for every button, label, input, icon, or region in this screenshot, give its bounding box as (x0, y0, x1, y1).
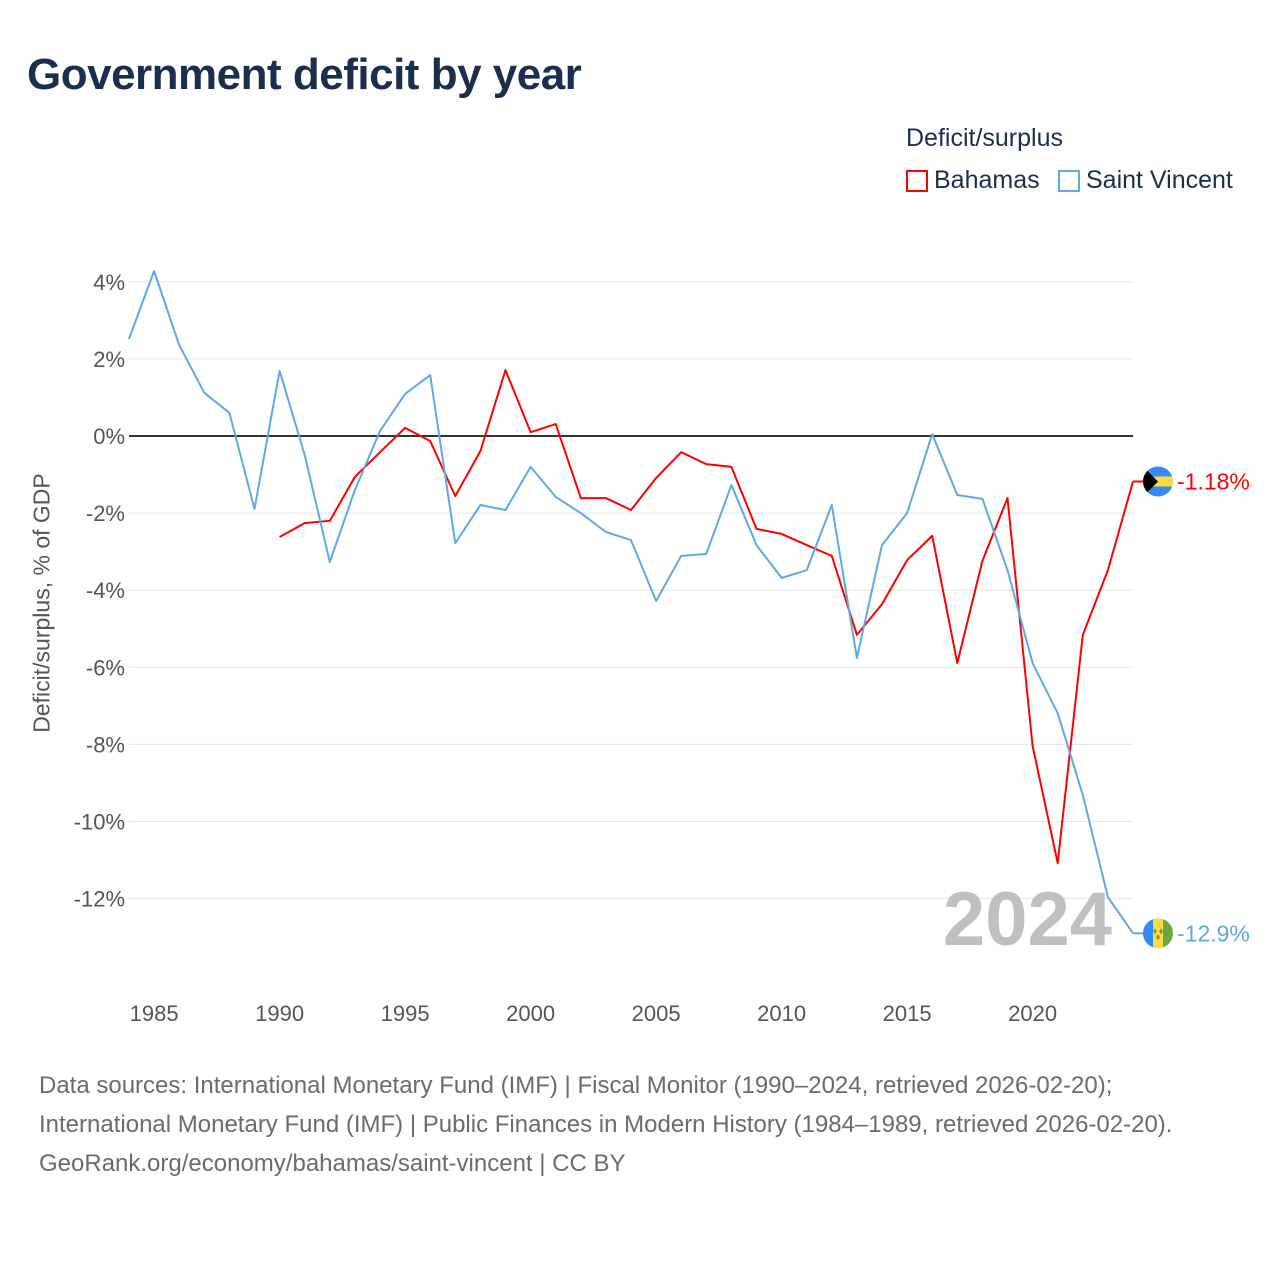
flag-diamond (1153, 928, 1157, 935)
x-tick-label: 1995 (381, 1001, 430, 1026)
legend-title: Deficit/surplus (906, 124, 1063, 152)
flag-diamond (1159, 928, 1163, 935)
y-tick-label: 4% (93, 270, 125, 295)
x-tick-label: 2015 (883, 1001, 932, 1026)
flag-body (1143, 466, 1173, 497)
y-tick-label: -2% (86, 501, 125, 526)
footer: Data sources: International Monetary Fun… (39, 1066, 1239, 1183)
flag-diamond (1156, 934, 1160, 941)
flag-triangle (1143, 466, 1158, 497)
gridlines (129, 281, 1133, 900)
y-tick-label: -4% (86, 578, 125, 603)
y-tick-label: -10% (74, 810, 125, 835)
x-axis-ticks: 1985 1990 1995 2000 2005 2010 2015 2020 (130, 1001, 1057, 1026)
series-line-saint-vincent (128, 270, 1134, 934)
legend-label: Saint Vincent (1086, 166, 1233, 194)
data-sources: Data sources: International Monetary Fun… (39, 1072, 1173, 1138)
legend-item-saint-vincent[interactable]: Saint Vincent (1058, 166, 1233, 195)
x-tick-label: 2005 (632, 1001, 681, 1026)
year-watermark: 2024 (943, 877, 1112, 962)
legend-swatch-bahamas (906, 169, 928, 192)
saint-vincent-flag-icon (1143, 918, 1173, 949)
legend-swatch-saint-vincent (1058, 169, 1080, 192)
x-tick-label: 2020 (1008, 1001, 1057, 1026)
y-tick-label: -6% (86, 655, 125, 680)
x-tick-label: 2010 (757, 1001, 806, 1026)
series-line-bahamas (279, 369, 1134, 865)
x-tick-label: 1990 (255, 1001, 304, 1026)
end-value-label: -1.18% (1177, 468, 1250, 494)
flag-stripe (1163, 918, 1173, 949)
legend-label: Bahamas (934, 166, 1040, 194)
y-tick-label: -8% (86, 732, 125, 757)
y-axis-label: Deficit/surplus, % of GDP (28, 473, 55, 733)
credit-link[interactable]: GeoRank.org/economy/bahamas/saint-vincen… (39, 1150, 626, 1177)
line-chart: 4% 2% 0% -2% -4% -6% -8% -10% -12% 1985 1990 1995 2… (74, 270, 1250, 1026)
y-tick-label: 2% (93, 347, 125, 372)
bahamas-flag-icon (1143, 466, 1173, 497)
series-lines (128, 270, 1134, 934)
y-tick-label: -12% (74, 887, 125, 912)
flag-body (1143, 918, 1173, 949)
y-axis-ticks: 4% 2% 0% -2% -4% -6% -8% -10% -12% (74, 270, 125, 912)
end-labels: -1.18% -12.9% (1133, 466, 1250, 949)
chart-title: Government deficit by year (27, 50, 582, 99)
y-tick-label: 0% (93, 424, 125, 449)
legend-item-bahamas[interactable]: Bahamas (906, 166, 1040, 195)
flag-stripe (1153, 918, 1163, 949)
x-tick-label: 1985 (130, 1001, 179, 1026)
flag-stripe (1143, 918, 1153, 949)
x-tick-label: 2000 (506, 1001, 555, 1026)
end-value-label: -12.9% (1177, 920, 1250, 946)
